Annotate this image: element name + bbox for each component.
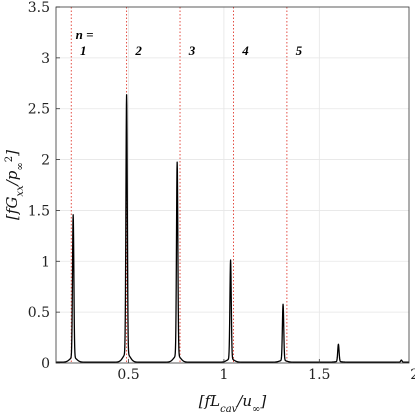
y-tick-label: 1.5 bbox=[28, 203, 50, 219]
y-tick-label: 2 bbox=[41, 153, 50, 169]
mode-label-5: 5 bbox=[296, 43, 303, 58]
plot-area bbox=[56, 7, 409, 363]
y-tick-label: 3 bbox=[41, 51, 50, 67]
mode-header: n = bbox=[76, 27, 94, 42]
spectrum-line bbox=[55, 94, 410, 363]
mode-label-4: 4 bbox=[241, 43, 249, 58]
mode-label-1: 1 bbox=[80, 43, 87, 58]
grid bbox=[56, 7, 409, 363]
y-axis-label: [fGxx/p∞2] bbox=[3, 150, 26, 220]
mode-label-2: 2 bbox=[134, 43, 142, 58]
mode-label-3: 3 bbox=[188, 43, 196, 58]
y-tick-label: 2.5 bbox=[28, 102, 50, 118]
y-tick-label: 3.5 bbox=[28, 0, 50, 16]
x-tick-label: 0.5 bbox=[117, 367, 139, 383]
y-tick-label: 0 bbox=[41, 356, 50, 372]
mode-annotations: n =1 2 3 4 5 bbox=[76, 27, 303, 58]
y-tick-label: 1 bbox=[41, 254, 50, 270]
plot-frame bbox=[55, 6, 410, 364]
x-tick-label: 1.5 bbox=[308, 367, 330, 383]
ticks: 0.5 1 1.5 2 0 0.5 1 1.5 2 2.5 3 3.5 bbox=[28, 0, 415, 383]
series bbox=[55, 94, 410, 363]
x-tick-label: 1 bbox=[219, 367, 228, 383]
x-tick-label: 2 bbox=[410, 367, 415, 383]
y-tick-label: 0.5 bbox=[28, 305, 50, 321]
x-axis-label: [fLcav/u∞] bbox=[199, 392, 267, 413]
